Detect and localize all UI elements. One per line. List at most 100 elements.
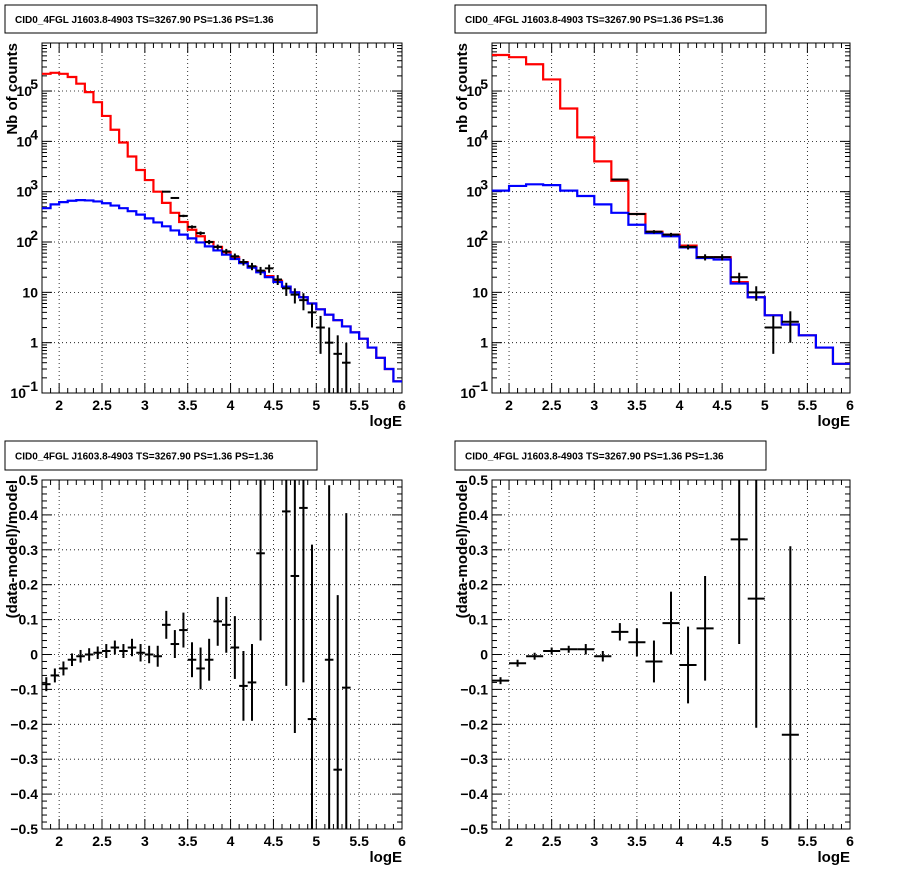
y-tick-label: 0 <box>30 647 38 663</box>
data-point <box>170 630 180 658</box>
x-tick-label: 2 <box>505 397 513 413</box>
data-point <box>611 623 629 641</box>
x-tick-label: 6 <box>846 833 854 849</box>
x-tick-label: 3 <box>141 833 149 849</box>
data-point <box>222 596 231 653</box>
y-tick-exponent: 4 <box>30 126 38 142</box>
data-point <box>264 264 274 273</box>
x-tick-label: 6 <box>398 833 406 849</box>
data-point <box>170 196 180 199</box>
x-tick-label: 4.5 <box>264 833 284 849</box>
ticks <box>491 42 851 394</box>
x-tick-label: 5 <box>312 397 320 413</box>
x-tick-label: 3.5 <box>627 397 647 413</box>
y-tick-label: 0.2 <box>469 577 489 593</box>
data-point <box>187 642 197 678</box>
title-box <box>454 440 767 471</box>
data-point <box>299 293 308 311</box>
data-point <box>594 651 612 662</box>
data-point <box>764 315 782 354</box>
y-tick-exponent: 2 <box>30 227 38 243</box>
grid <box>42 479 403 830</box>
data-point <box>730 272 748 283</box>
y-tick-label: 0.4 <box>19 507 39 523</box>
data-point <box>222 248 231 255</box>
data-point <box>679 244 697 250</box>
data-point <box>187 225 197 229</box>
y-tick-exponent: 3 <box>30 177 38 193</box>
y-tick-label: 0.4 <box>469 507 489 523</box>
data-point <box>324 485 334 829</box>
x-tick-label: 5 <box>761 833 769 849</box>
plot-frame <box>491 42 851 394</box>
x-tick-label: 5 <box>312 833 320 849</box>
x-tick-label: 2 <box>505 833 513 849</box>
data-point <box>713 254 731 261</box>
data-point <box>119 644 128 658</box>
y-tick-exponent: 5 <box>480 76 488 92</box>
data-point <box>333 595 342 829</box>
data-point <box>76 649 85 663</box>
data-point <box>747 480 765 728</box>
data-point <box>273 275 282 285</box>
counts-panel-left: CID0_4FGL J1603.8-4903 TS=3267.90 PS=1.3… <box>4 4 406 430</box>
data-point <box>84 648 94 661</box>
data-point <box>543 647 561 655</box>
ticks <box>41 42 403 394</box>
y-tick-label: 10 <box>460 385 476 401</box>
x-tick-label: 4 <box>676 833 684 849</box>
y-tick-label: 10 <box>472 284 488 300</box>
data-point <box>342 342 351 393</box>
y-tick-label: 0.5 <box>469 472 489 488</box>
data-point <box>153 645 162 667</box>
data-point <box>213 244 222 250</box>
x-axis-title: logE <box>370 413 403 430</box>
histogram-line <box>42 71 402 383</box>
data-point <box>282 480 291 686</box>
y-tick-label: 0.2 <box>19 577 39 593</box>
y-axis-title: (data-model)/model <box>4 480 21 618</box>
data-layer <box>42 480 351 829</box>
y-tick-label: 10 <box>466 83 482 99</box>
data-point <box>747 286 765 301</box>
data-point <box>196 647 205 690</box>
data-point <box>230 253 240 260</box>
x-tick-label: 2 <box>55 397 63 413</box>
y-tick-label: 10 <box>16 184 32 200</box>
data-layer <box>492 53 850 365</box>
histogram-line <box>492 53 850 365</box>
y-tick-label: −0.2 <box>460 716 488 732</box>
data-point <box>110 640 120 655</box>
data-point <box>509 659 527 667</box>
y-tick-label: 0.3 <box>19 542 39 558</box>
data-point <box>492 677 510 685</box>
y-tick-label: 10 <box>16 234 32 250</box>
x-tick-label: 3 <box>590 833 598 849</box>
x-tick-label: 3.5 <box>178 397 198 413</box>
data-point <box>290 288 300 304</box>
data-point <box>127 638 137 657</box>
data-point <box>662 232 680 237</box>
data-point <box>316 315 325 354</box>
data-point <box>611 178 629 181</box>
data-point <box>256 480 265 641</box>
histogram-line <box>42 199 402 383</box>
x-tick-label: 6 <box>398 397 406 413</box>
grid <box>42 43 403 394</box>
data-point <box>577 644 595 655</box>
data-layer <box>42 71 402 393</box>
x-tick-label: 4 <box>227 833 235 849</box>
chart-title: CID0_4FGL J1603.8-4903 TS=3267.90 PS=1.3… <box>15 452 274 463</box>
histogram-line <box>492 183 850 365</box>
x-tick-label: 4.5 <box>712 833 732 849</box>
y-tick-label: −0.4 <box>460 786 488 802</box>
title-box <box>4 4 318 34</box>
x-tick-label: 3 <box>590 397 598 413</box>
y-tick-label: −0.1 <box>460 681 488 697</box>
y-tick-exponent: 5 <box>30 76 38 92</box>
y-tick-exponent: 3 <box>480 177 488 193</box>
x-axis-title: logE <box>370 849 403 866</box>
y-axis-title: nb of counts <box>454 43 471 133</box>
chart-title: CID0_4FGL J1603.8-4903 TS=3267.90 PS=1.3… <box>465 15 724 26</box>
x-tick-label: 5.5 <box>349 833 369 849</box>
